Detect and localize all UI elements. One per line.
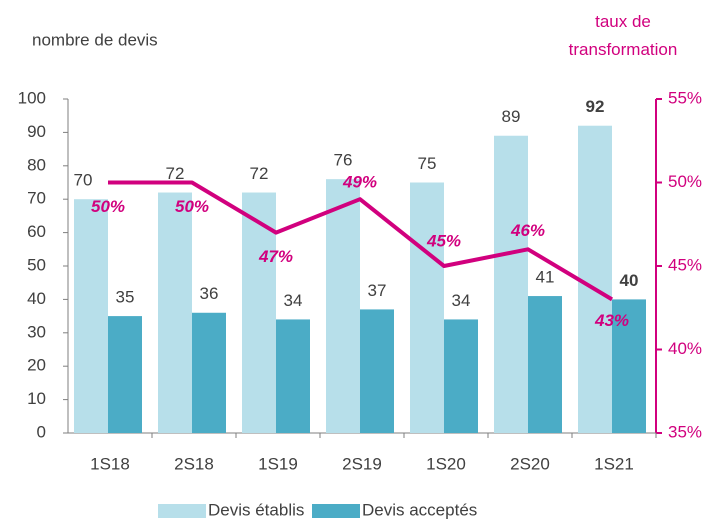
x-tick-label: 2S20 [510, 454, 550, 473]
y-tick-label: 50 [27, 255, 46, 274]
bar [360, 309, 394, 433]
bar [74, 199, 108, 433]
legend-swatch [312, 504, 360, 518]
y-tick-label: 70 [27, 189, 46, 208]
y-tick-label: 100 [18, 88, 46, 107]
bar [242, 192, 276, 433]
bar [410, 182, 444, 433]
x-tick-label: 1S18 [90, 454, 130, 473]
y-tick-label: 80 [27, 155, 46, 174]
legend-label: Devis acceptés [362, 500, 477, 519]
x-tick-label: 1S19 [258, 454, 298, 473]
bar-value-label: 41 [536, 268, 555, 287]
y2-axis-label: taux de transformation [568, 12, 678, 59]
bar-value-label: 70 [74, 171, 93, 190]
bar-value-label: 92 [586, 97, 605, 116]
bar [528, 296, 562, 433]
x-tick-label: 2S19 [342, 454, 382, 473]
line-value-label: 45% [426, 231, 461, 250]
line-value-label: 46% [510, 221, 545, 240]
y-tick-label: 0 [37, 422, 46, 441]
line-value-label: 43% [594, 311, 629, 330]
bar-value-label: 36 [200, 284, 219, 303]
y2-tick-label: 55% [668, 88, 702, 107]
y-tick-label: 30 [27, 322, 46, 341]
bar-value-label: 34 [452, 291, 471, 310]
bar [108, 316, 142, 433]
x-tick-label: 1S20 [426, 454, 466, 473]
bar-value-label: 75 [418, 154, 437, 173]
y-tick-label: 10 [27, 389, 46, 408]
line-value-label: 50% [175, 197, 209, 216]
y-tick-label: 60 [27, 222, 46, 241]
bar [158, 192, 192, 433]
legend-label: Devis établis [208, 500, 304, 519]
bar-value-label: 37 [368, 281, 387, 300]
bar [192, 312, 226, 433]
bar [444, 319, 478, 433]
bar-value-label: 40 [620, 271, 639, 290]
bar-value-label: 35 [116, 288, 135, 307]
bar [494, 135, 528, 434]
line-value-label: 50% [91, 197, 125, 216]
line-value-label: 47% [258, 247, 293, 266]
bar [326, 179, 360, 433]
y2-tick-label: 35% [668, 422, 702, 441]
bar [578, 125, 612, 433]
bar-value-label: 72 [166, 164, 185, 183]
y2-tick-label: 45% [668, 255, 702, 274]
y-tick-label: 90 [27, 122, 46, 141]
legend-swatch [158, 504, 206, 518]
line-value-label: 49% [342, 173, 377, 192]
x-tick-label: 2S18 [174, 454, 214, 473]
y-axis-label: nombre de devis [32, 30, 158, 49]
y-tick-label: 20 [27, 356, 46, 375]
bar-value-label: 76 [334, 151, 353, 170]
bar-value-label: 34 [284, 291, 303, 310]
y2-tick-label: 50% [668, 172, 702, 191]
bar-value-label: 72 [250, 164, 269, 183]
line [108, 180, 614, 302]
bar-value-label: 89 [502, 107, 521, 126]
bar [276, 319, 310, 433]
bar [612, 299, 646, 433]
x-tick-label: 1S21 [594, 454, 634, 473]
y-tick-label: 40 [27, 289, 46, 308]
y2-tick-label: 40% [668, 339, 702, 358]
